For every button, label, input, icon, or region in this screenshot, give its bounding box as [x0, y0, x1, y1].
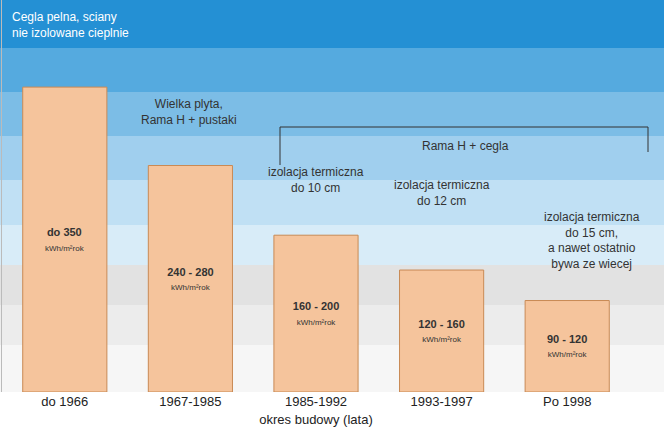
- svg-text:do 350kWh/m²rok: do 350kWh/m²rok: [45, 226, 85, 252]
- svg-text:120 - 160kWh/m²rok: 120 - 160kWh/m²rok: [418, 318, 464, 344]
- svg-text:1993-1997: 1993-1997: [411, 394, 473, 409]
- svg-text:Wielka plyta,Rama H + pustaki: Wielka plyta,Rama H + pustaki: [141, 97, 237, 127]
- svg-text:Po 1998: Po 1998: [543, 394, 591, 409]
- svg-text:240 - 280kWh/m²rok: 240 - 280kWh/m²rok: [167, 266, 213, 292]
- svg-text:90 - 120kWh/m²rok: 90 - 120kWh/m²rok: [547, 333, 588, 359]
- svg-text:izolacja termicznado 12 cm: izolacja termicznado 12 cm: [394, 178, 490, 208]
- svg-text:1967-1985: 1967-1985: [159, 394, 221, 409]
- svg-text:Cegla pelna, scianynie izolowa: Cegla pelna, scianynie izolowane cieplni…: [12, 10, 129, 40]
- svg-text:izolacja termicznado 15 cm,a n: izolacja termicznado 15 cm,a nawet ostat…: [544, 210, 640, 271]
- svg-text:160 - 200kWh/m²rok: 160 - 200kWh/m²rok: [293, 300, 339, 326]
- svg-text:Rama H + cegla: Rama H + cegla: [422, 139, 509, 153]
- svg-text:izolacja termicznado 10 cm: izolacja termicznado 10 cm: [268, 165, 364, 195]
- svg-text:do 1966: do 1966: [41, 394, 88, 409]
- svg-text:1985-1992: 1985-1992: [285, 394, 347, 409]
- svg-text:okres budowy (lata): okres budowy (lata): [259, 412, 372, 427]
